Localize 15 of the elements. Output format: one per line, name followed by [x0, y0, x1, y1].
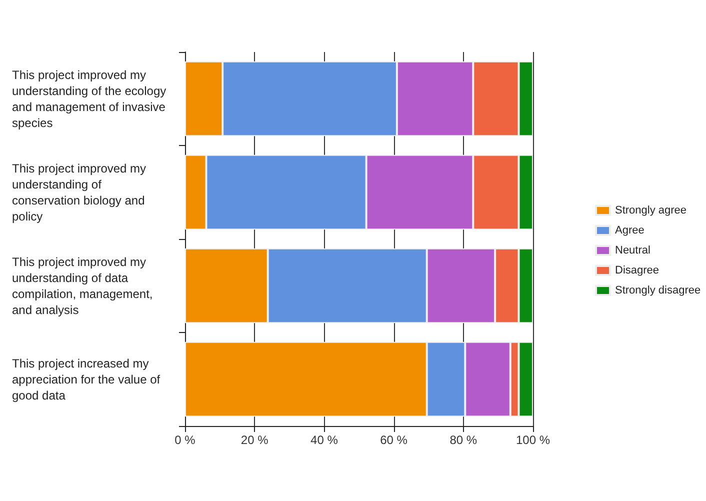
y-tick-label: This project increased my appreciation for the value of good data [12, 356, 164, 402]
x-tick-label: 40 % [310, 433, 338, 447]
legend-label: Agree [615, 224, 644, 236]
y-tick-label: This project improved my understanding of the ecology and management of invasive species [12, 68, 170, 130]
legend-label: Neutral [615, 244, 650, 256]
y-tick-label: This project improved my understanding of data compilation, management, and analysis [12, 254, 156, 317]
legend-label: Disagree [615, 264, 660, 276]
legend-label: Strongly disagree [615, 284, 701, 296]
x-tick-label: 80 % [450, 433, 478, 447]
x-tick-label: 60 % [380, 433, 408, 447]
legend-label: Strongly agree [615, 204, 687, 216]
y-tick-label: This project improved my understanding of conservation biology and policy [12, 161, 150, 224]
x-tick-label: 20 % [240, 433, 269, 447]
x-tick-label: 0 % [174, 433, 196, 447]
x-tick-label: 100 % [516, 433, 550, 447]
